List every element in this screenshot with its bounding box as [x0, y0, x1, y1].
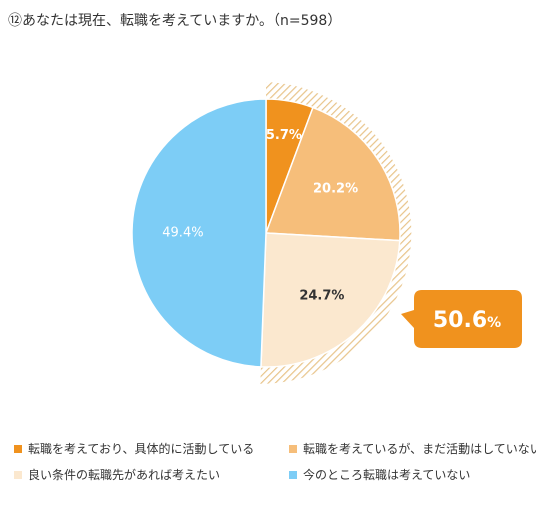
- chart-title: ⑫あなたは現在、転職を考えていますか。（n=598）: [8, 13, 342, 29]
- legend-swatch: [289, 470, 297, 479]
- callout-bubble: [401, 290, 522, 348]
- legend-label: 今のところ転職は考えていない: [303, 468, 471, 482]
- legend-label: 転職を考えているが、まだ活動はしていない: [303, 442, 536, 456]
- slice-label-2: 24.7%: [299, 288, 344, 303]
- callout-unit: %: [487, 315, 501, 331]
- pie-slice-1: [264, 106, 401, 242]
- slice-label-0: 5.7%: [266, 128, 302, 143]
- pie-chart: 5.7% 20.2% 24.7% 49.4% 50.6%: [131, 82, 522, 384]
- legend-swatch: [289, 444, 297, 453]
- legend-label: 良い条件の転職先があれば考えたい: [28, 468, 221, 482]
- legend-label: 転職を考えており、具体的に活動している: [28, 442, 255, 456]
- callout-number: 50.6: [433, 308, 487, 333]
- total-callout: 50.6%: [401, 290, 522, 348]
- pie-slice-2: [260, 232, 401, 368]
- slice-label-1: 20.2%: [313, 182, 358, 197]
- legend-swatch: [14, 470, 22, 479]
- pie-slice-3: [131, 98, 267, 368]
- legend-item-3: 今のところ転職は考えていない: [289, 466, 470, 483]
- legend-swatch: [14, 444, 22, 453]
- legend-item-1: 転職を考えているが、まだ活動はしていない: [289, 440, 536, 457]
- legend-item-2: 良い条件の転職先があれば考えたい: [14, 466, 220, 483]
- slice-label-3: 49.4%: [162, 225, 203, 240]
- callout-value: 50.6%: [433, 308, 501, 333]
- legend-item-0: 転職を考えており、具体的に活動している: [14, 440, 254, 457]
